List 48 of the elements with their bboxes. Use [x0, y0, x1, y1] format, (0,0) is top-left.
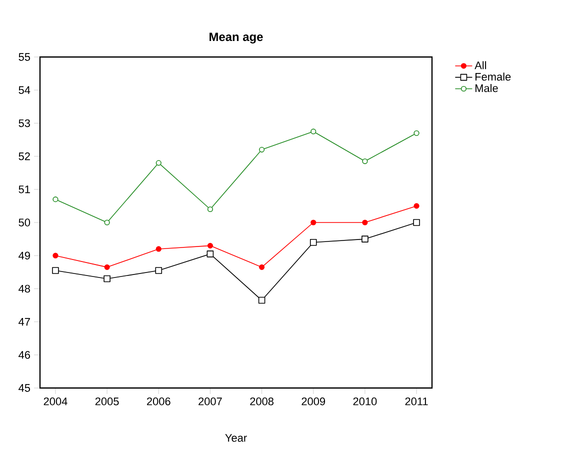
y-tick-label: 53 — [18, 119, 30, 128]
point — [206, 250, 214, 258]
legend-label: Male — [475, 84, 498, 92]
point — [258, 296, 266, 304]
point — [413, 219, 420, 226]
point — [52, 196, 58, 202]
point — [258, 146, 265, 152]
point — [155, 267, 162, 274]
x-tick-label: 2005 — [95, 398, 119, 406]
point — [104, 264, 110, 270]
x-tick-label: 2011 — [405, 398, 428, 406]
x-axis-title: Year — [225, 434, 247, 442]
legend-label: Female — [475, 72, 511, 81]
y-tick-label: 52 — [18, 152, 30, 160]
y-tick-label: 48 — [18, 284, 30, 293]
y-tick-label: 45 — [18, 384, 30, 392]
x-tick-label: 2008 — [250, 398, 274, 406]
point — [156, 246, 162, 252]
x-tick-label: 2010 — [353, 398, 377, 406]
point — [104, 220, 110, 226]
point — [310, 238, 317, 246]
point — [207, 206, 214, 212]
point — [104, 275, 110, 282]
y-tick-label: 50 — [18, 218, 30, 226]
point — [52, 252, 58, 258]
x-tick-label: 2007 — [198, 398, 222, 406]
y-tick-label: 55 — [18, 53, 30, 61]
y-tick-label: 46 — [18, 351, 30, 359]
x-tick-label: 2004 — [44, 398, 68, 406]
x-tick-label: 2009 — [302, 398, 326, 406]
point — [207, 242, 214, 248]
point — [310, 128, 316, 134]
point — [362, 236, 368, 242]
point — [362, 220, 368, 226]
y-tick-label: 49 — [18, 252, 30, 260]
y-tick-label: 54 — [18, 86, 30, 94]
chart-title: Mean age — [210, 32, 263, 44]
y-tick-label: 51 — [18, 186, 30, 194]
point — [310, 220, 316, 226]
point — [52, 267, 59, 274]
point — [414, 203, 420, 209]
y-tick-label: 47 — [18, 318, 30, 326]
point — [156, 160, 162, 166]
point — [258, 264, 265, 270]
legend-label: All — [474, 61, 486, 70]
x-tick-label: 2006 — [146, 398, 170, 406]
point — [414, 130, 420, 136]
point — [362, 158, 368, 164]
